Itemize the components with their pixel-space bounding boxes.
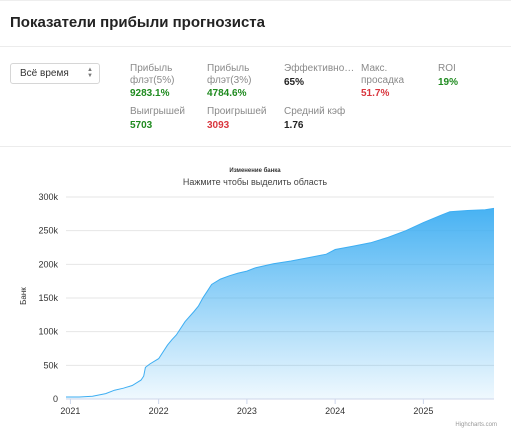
y-tick-label: 150k: [38, 293, 58, 303]
stat-label: Прибыль флэт(5%): [130, 63, 175, 86]
top-rule: [0, 0, 511, 1]
stat-label: Эффективно…: [284, 63, 355, 74]
stat-value: 9283.1%: [130, 88, 170, 99]
x-tick-label: 2022: [149, 406, 169, 416]
y-tick-label: 200k: [38, 259, 58, 269]
chart-subtitle: Нажмите чтобы выделить область: [183, 177, 328, 187]
stat-label: Проигрышей: [207, 106, 267, 117]
stat-value: 5703: [130, 120, 153, 131]
bank-chart[interactable]: Изменение банка Нажмите чтобы выделить о…: [0, 150, 511, 431]
x-tick-label: 2021: [60, 406, 80, 416]
stat-label: Средний кэф: [284, 106, 346, 117]
chart-title: Изменение банка: [229, 167, 281, 174]
y-tick-label: 0: [53, 394, 58, 404]
y-tick-label: 250k: [38, 226, 58, 236]
stat-label: Прибыль флэт(3%): [207, 63, 252, 86]
stat-value: 65%: [284, 77, 305, 88]
stat-value: 1.76: [284, 120, 304, 131]
x-tick-label: 2023: [237, 406, 257, 416]
stat-label: ROI: [438, 63, 456, 74]
stat-avg-odds: Средний кэф 1.76: [284, 106, 345, 132]
x-tick-label: 2025: [413, 406, 433, 416]
stats-divider: [0, 146, 511, 147]
stat-value: 3093: [207, 120, 230, 131]
select-arrows-icon: ▲ ▼: [87, 67, 93, 79]
stat-max-drawdown: Макс. просадка 51.7%: [361, 63, 404, 100]
series-area: [66, 208, 494, 399]
y-tick-label: 100k: [38, 327, 58, 337]
period-select[interactable]: Всё время ▲ ▼: [10, 63, 100, 84]
header-divider: [0, 46, 511, 47]
y-axis-label: Банк: [19, 287, 28, 305]
stat-value: 51.7%: [361, 88, 390, 99]
y-tick-labels: 0 50k 100k 150k 200k 250k 300k: [38, 192, 58, 404]
stat-profit-flat-3: Прибыль флэт(3%) 4784.6%: [207, 63, 251, 100]
stat-efficiency: Эффективно… 65%: [284, 63, 354, 89]
y-tick-label: 300k: [38, 192, 58, 202]
x-tick-label: 2024: [325, 406, 345, 416]
stat-losses: Проигрышей 3093: [207, 106, 266, 132]
page-title: Показатели прибыли прогнозиста: [10, 14, 265, 31]
period-select-value: Всё время: [20, 68, 69, 79]
y-tick-label: 50k: [43, 360, 58, 370]
stat-profit-flat-5: Прибыль флэт(5%) 9283.1%: [130, 63, 174, 100]
chart-credits: Highcharts.com: [455, 422, 497, 428]
stat-value: 19%: [438, 77, 459, 88]
stat-label: Выигрышей: [130, 106, 186, 117]
x-tick-labels: 2021 2022 2023 2024 2025: [60, 399, 433, 416]
series-line: [66, 207, 495, 398]
stat-roi: ROI 19%: [438, 63, 458, 89]
stat-value: 4784.6%: [207, 88, 247, 99]
stat-label: Макс. просадка: [361, 63, 405, 86]
stat-wins: Выигрышей 5703: [130, 106, 185, 132]
